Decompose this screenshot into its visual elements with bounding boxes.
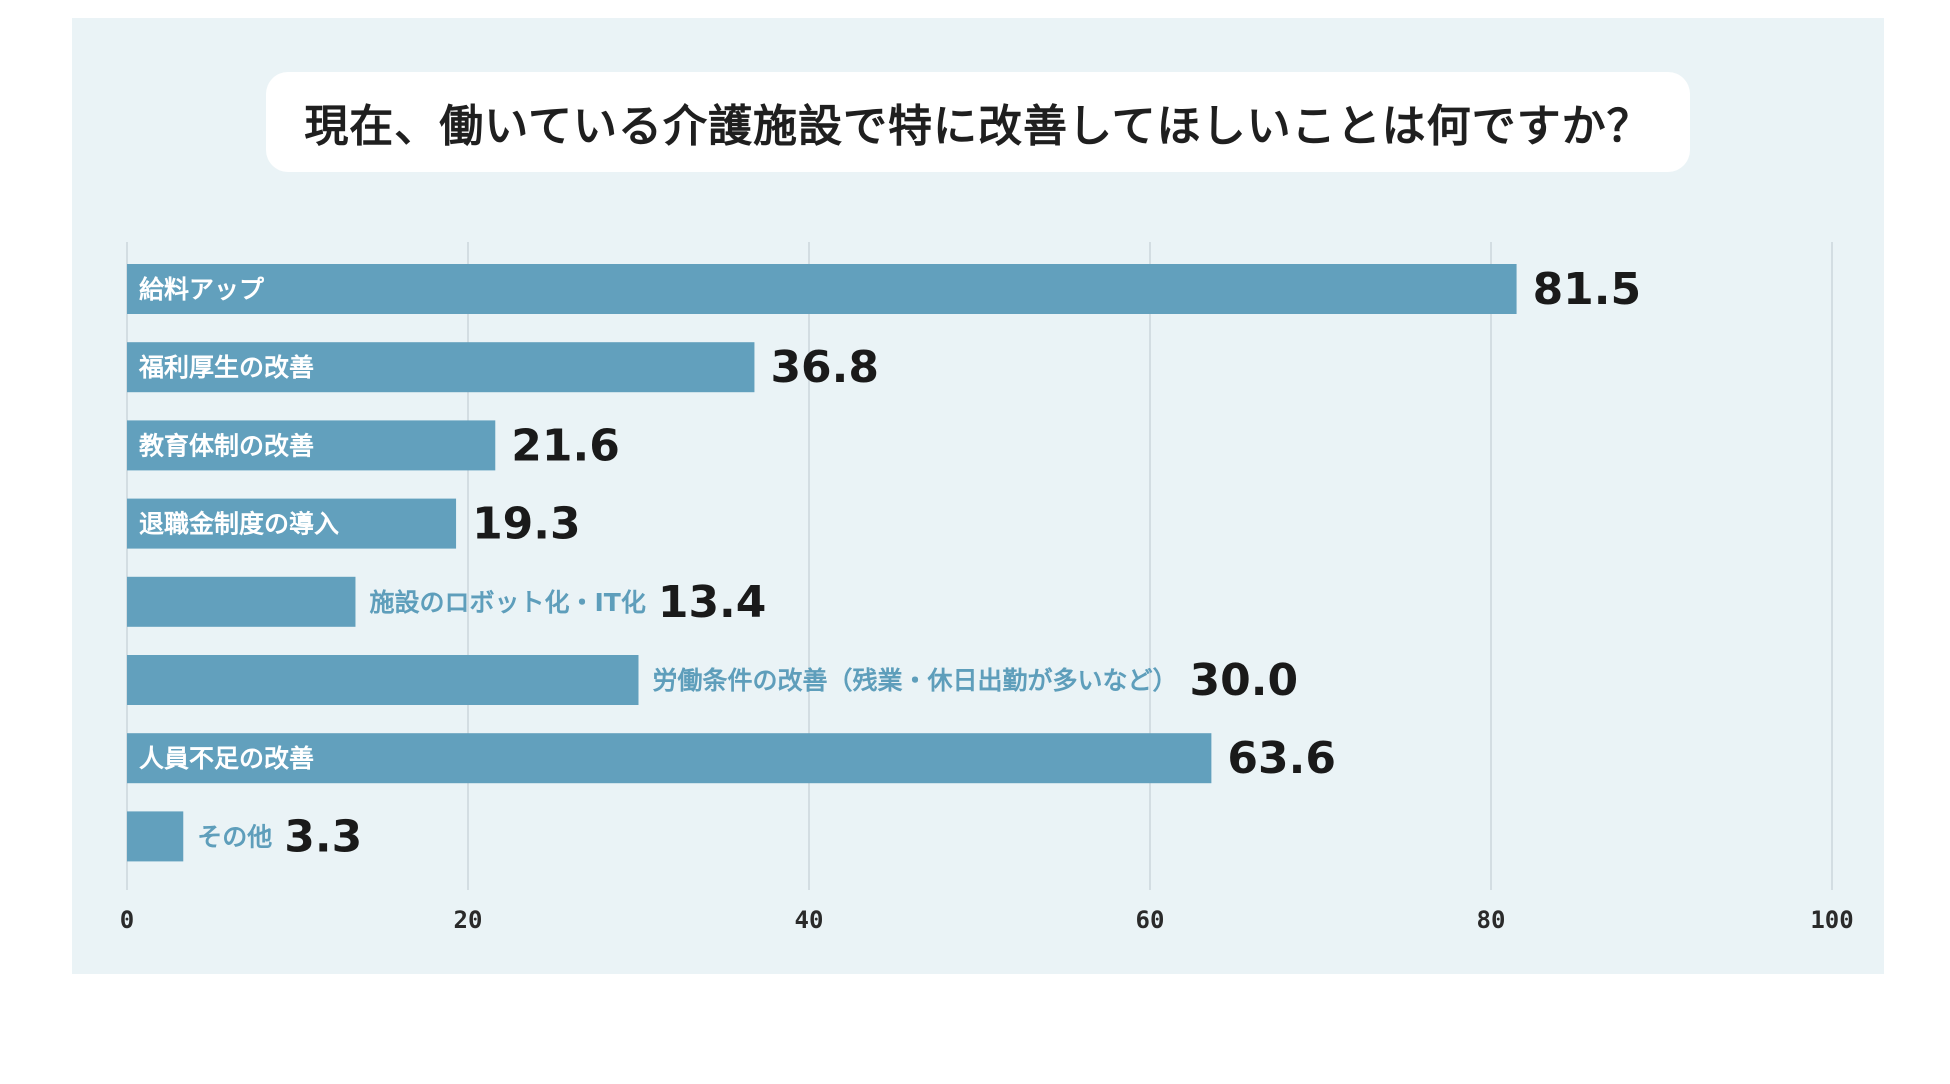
bar-value-label: 63.6 (1227, 733, 1336, 784)
bar (127, 342, 755, 393)
x-tick-label: 80 (1477, 906, 1506, 934)
grid-lines (126, 242, 1833, 890)
bar-category-label: 給料アップ (139, 275, 265, 304)
bar-value-label: 3.3 (284, 811, 362, 862)
bar-value-label: 19.3 (472, 499, 581, 550)
bars: 給料アップ 81.5 福利厚生の改善 36.8 教育体制の改善 21.6 退職金制度の導入 1… (127, 264, 1641, 862)
chart-title: 現在、働いている介護施設で特に改善してほしいことは何ですか？ (304, 101, 1652, 152)
chart-title-box: 現在、働いている介護施設で特に改善してほしいことは何ですか？ (266, 72, 1690, 172)
bar-value-label: 13.4 (658, 577, 767, 628)
bar-category-label: 福利厚生の改善 (138, 353, 314, 382)
bar (127, 576, 356, 627)
bar-category-label: 人員不足の改善 (139, 744, 314, 773)
bar-category-label: 施設のロボット化・IT化 (369, 588, 645, 617)
bar (127, 264, 1517, 314)
x-tick-label: 20 (454, 906, 483, 934)
bar (127, 420, 496, 471)
bar (127, 498, 457, 549)
bar (127, 655, 639, 705)
bar-category-label: 労働条件の改善（残業・休日出勤が多いなど） (653, 666, 1178, 695)
bar-category-label: その他 (197, 822, 272, 851)
bar-value-label: 30.0 (1190, 655, 1299, 706)
bar (127, 733, 1212, 784)
bar-value-label: 21.6 (511, 420, 620, 471)
bar-value-label: 81.5 (1533, 264, 1642, 315)
bar-category-label: 退職金制度の導入 (139, 510, 339, 539)
x-tick-label: 100 (1810, 906, 1853, 934)
x-tick-label: 60 (1136, 906, 1165, 934)
x-tick-label: 0 (120, 906, 134, 934)
bar-category-label: 教育体制の改善 (139, 431, 314, 460)
x-axis-ticks: 0 20 40 60 80 100 (120, 906, 1854, 934)
bar (127, 811, 184, 862)
bar-value-label: 36.8 (770, 342, 879, 393)
chart-panel (72, 18, 1884, 974)
x-tick-label: 40 (795, 906, 824, 934)
